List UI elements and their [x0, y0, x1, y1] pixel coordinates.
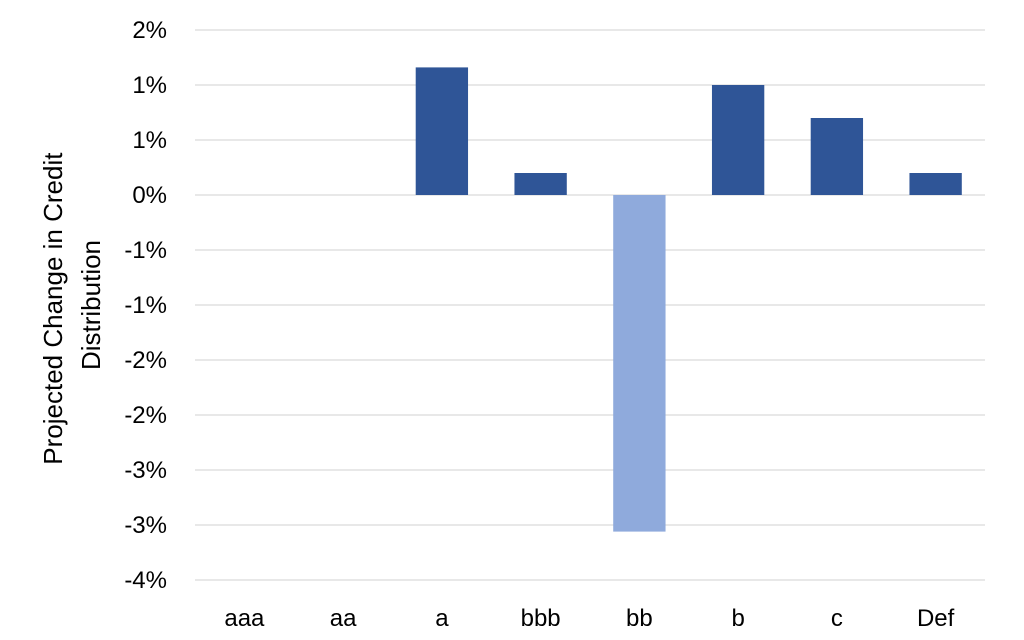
- bar-c: [810, 118, 864, 195]
- bar-def: [909, 173, 962, 195]
- x-tick-label: bb: [626, 605, 653, 632]
- y-tick-label: -1%: [124, 237, 167, 264]
- x-tick-label: aaa: [224, 605, 265, 632]
- x-tick-label: a: [435, 605, 449, 632]
- bar-b: [711, 85, 765, 195]
- bar-bb: [613, 195, 666, 532]
- x-axis-tick-labels: aaa aa a bbb bb b c Def: [224, 605, 954, 632]
- y-axis-label: Projected Change in Credit Distribution: [38, 145, 106, 464]
- y-tick-label: -4%: [124, 567, 167, 594]
- x-tick-label: bbb: [521, 605, 561, 632]
- y-tick-label: 2%: [132, 17, 167, 44]
- y-tick-label: -2%: [124, 402, 167, 429]
- y-tick-label: -1%: [124, 292, 167, 319]
- y-tick-label: 1%: [132, 127, 167, 154]
- x-tick-label: c: [831, 605, 843, 632]
- y-tick-label: -2%: [124, 347, 167, 374]
- y-axis-tick-labels: 2% 1% 1% 0% -1% -1% -2% -2% -3% -3% -4%: [124, 17, 167, 594]
- y-tick-label: -3%: [124, 512, 167, 539]
- bar-a: [415, 67, 469, 195]
- x-tick-label: aa: [330, 605, 357, 632]
- x-tick-label: Def: [917, 605, 955, 632]
- gridlines: [195, 29, 985, 581]
- bars: [415, 67, 962, 532]
- y-tick-label: 0%: [132, 182, 167, 209]
- y-tick-label: -3%: [124, 457, 167, 484]
- y-tick-label: 1%: [132, 72, 167, 99]
- x-tick-label: b: [731, 605, 744, 632]
- bar-bbb: [514, 173, 567, 195]
- y-axis-label-line-2: Distribution: [76, 240, 106, 370]
- y-axis-label-line-1: Projected Change in Credit: [38, 152, 68, 465]
